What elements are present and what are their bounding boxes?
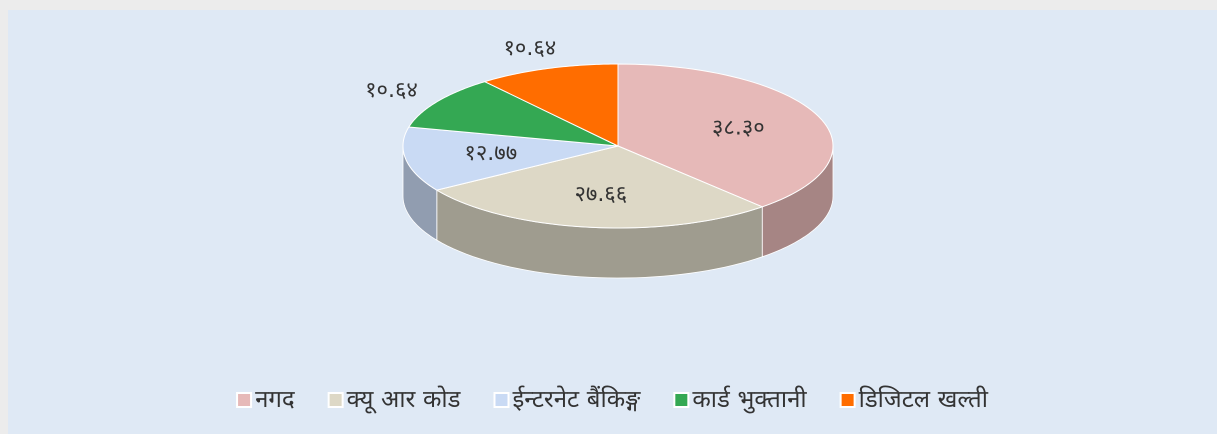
legend-label: कार्ड भुक्तानी	[692, 385, 807, 414]
slice	[617, 63, 834, 208]
legend-swatch	[236, 392, 253, 408]
legend-label: नगद	[255, 385, 295, 413]
data-label: १०.६४	[503, 36, 556, 61]
data-label: १२.७७	[464, 141, 517, 166]
legend-label: ईन्टरनेट बैंकिङ्ग	[513, 385, 642, 413]
legend: नगद क्यू आर कोड ईन्टरनेट बैंकिङ्ग कार्ड भुक…	[236, 385, 989, 414]
legend-swatch	[673, 392, 690, 408]
legend-swatch	[493, 392, 510, 408]
legend-label: डिजिटल खल्ती	[859, 385, 989, 413]
legend-swatch	[839, 392, 856, 408]
slice	[483, 63, 619, 147]
data-label: १०.६४	[365, 78, 418, 103]
data-label: ३८.३०	[712, 115, 765, 140]
legend-swatch	[327, 392, 344, 408]
legend-label: क्यू आर कोड	[347, 385, 462, 414]
slice	[435, 145, 764, 229]
slice	[407, 81, 619, 147]
slice	[402, 126, 619, 191]
data-label: २७.६६	[574, 182, 627, 207]
